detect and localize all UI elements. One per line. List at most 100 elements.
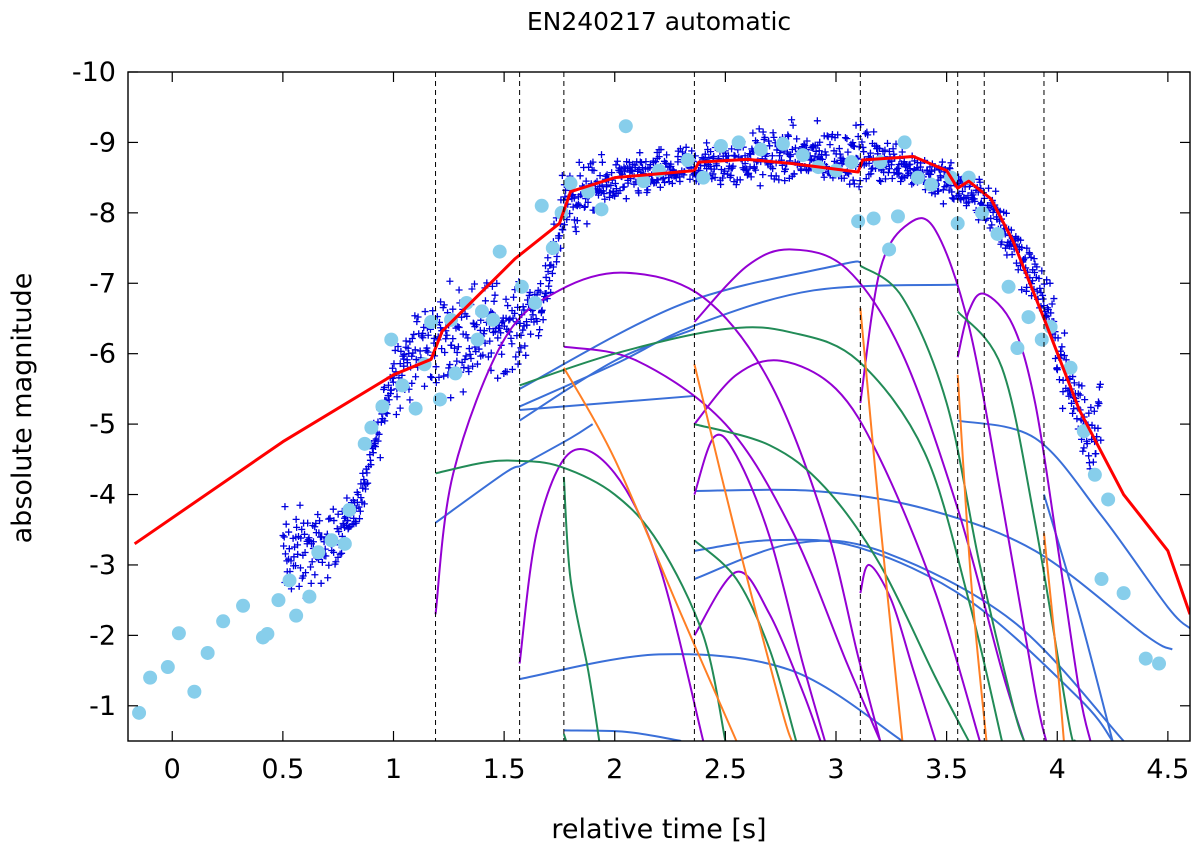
fragment-curve (1042, 533, 1065, 741)
observed-point (644, 186, 652, 194)
observed-point (297, 534, 305, 542)
photometry-point (545, 241, 560, 256)
observed-point (555, 232, 563, 240)
observed-point (939, 186, 947, 194)
observed-point (877, 177, 885, 185)
observed-point (849, 176, 857, 184)
photometry-point (375, 399, 390, 414)
observed-point (790, 170, 798, 178)
observed-point (741, 160, 749, 168)
observed-point (421, 308, 429, 316)
observed-point (1083, 440, 1091, 448)
observed-point (408, 352, 416, 360)
photometry-series (132, 119, 1167, 720)
observed-point (870, 128, 878, 136)
observed-point (411, 346, 419, 354)
observed-point (620, 183, 628, 191)
observed-point (334, 510, 342, 518)
observed-point (479, 351, 487, 359)
observed-point (698, 154, 706, 162)
observed-point (622, 195, 630, 203)
observed-point (612, 161, 620, 169)
chart-title: EN240217 automatic (527, 7, 791, 36)
observed-point (293, 523, 301, 531)
observed-point (576, 172, 584, 180)
observed-point (897, 178, 905, 186)
observed-point (475, 345, 483, 353)
observed-point (701, 150, 709, 158)
observed-point (603, 183, 610, 191)
photometry-point (1010, 341, 1025, 356)
observed-point (1021, 254, 1029, 262)
observed-point (369, 449, 377, 457)
observed-point (1061, 329, 1069, 337)
photometry-point (132, 705, 147, 720)
observed-point (881, 146, 889, 154)
observed-point (985, 184, 993, 192)
observed-point (850, 180, 858, 188)
observed-point (356, 507, 364, 515)
photometry-point (357, 436, 372, 451)
observed-point (703, 139, 711, 147)
observed-point (1095, 399, 1103, 407)
fragment-curve (518, 447, 705, 741)
observed-point (396, 404, 404, 412)
observed-point (727, 171, 735, 179)
fragment-curve (435, 459, 727, 741)
observed-point (576, 202, 584, 210)
observed-point (441, 348, 449, 356)
observed-point (506, 315, 514, 323)
vertical-markers (435, 72, 1045, 741)
observed-point (490, 297, 498, 305)
observed-point (770, 133, 778, 141)
observed-point (295, 582, 303, 590)
photometry-point (143, 670, 158, 685)
observed-point (546, 277, 554, 285)
photometry-point (364, 420, 379, 435)
photometry-point (950, 216, 965, 231)
fragment-curve (519, 423, 594, 468)
photometry-point (475, 304, 489, 319)
photometry-point (753, 142, 768, 157)
observed-point (324, 574, 332, 582)
observed-point (998, 238, 1006, 246)
observed-point (582, 177, 590, 185)
observed-point (841, 134, 849, 142)
observed-point (575, 158, 583, 166)
photometry-point (337, 536, 352, 551)
observed-point (749, 129, 757, 137)
observed-point (732, 181, 740, 189)
fragment-curve (694, 423, 970, 741)
observed-point (376, 454, 384, 462)
photometry-point (528, 295, 543, 310)
observed-point (412, 373, 420, 381)
observed-point (504, 302, 512, 310)
observed-point (526, 288, 534, 296)
photometry-point (395, 378, 410, 393)
observed-point (446, 361, 454, 369)
observed-point (866, 149, 874, 157)
observed-point (384, 381, 392, 389)
observed-point (784, 131, 792, 139)
observed-point (613, 157, 621, 165)
observed-point (598, 158, 606, 166)
observed-point (781, 165, 789, 173)
observed-point (631, 164, 639, 172)
observed-point (408, 334, 416, 342)
photometry-point (924, 177, 939, 192)
observed-point (380, 383, 388, 391)
fragment-curve (563, 345, 882, 741)
observed-point (607, 181, 615, 189)
observed-point (488, 282, 496, 290)
y-tick-label: -2 (89, 620, 116, 651)
fragment-curve (694, 539, 1125, 741)
observed-point (298, 525, 306, 533)
observed-point (470, 280, 478, 288)
fragment-curve (693, 433, 826, 741)
observed-point (517, 344, 525, 352)
observed-point (357, 494, 365, 502)
observed-point (710, 153, 718, 161)
photometry-point (260, 626, 275, 641)
fragment-curve (693, 570, 822, 741)
observed-point (377, 418, 385, 426)
